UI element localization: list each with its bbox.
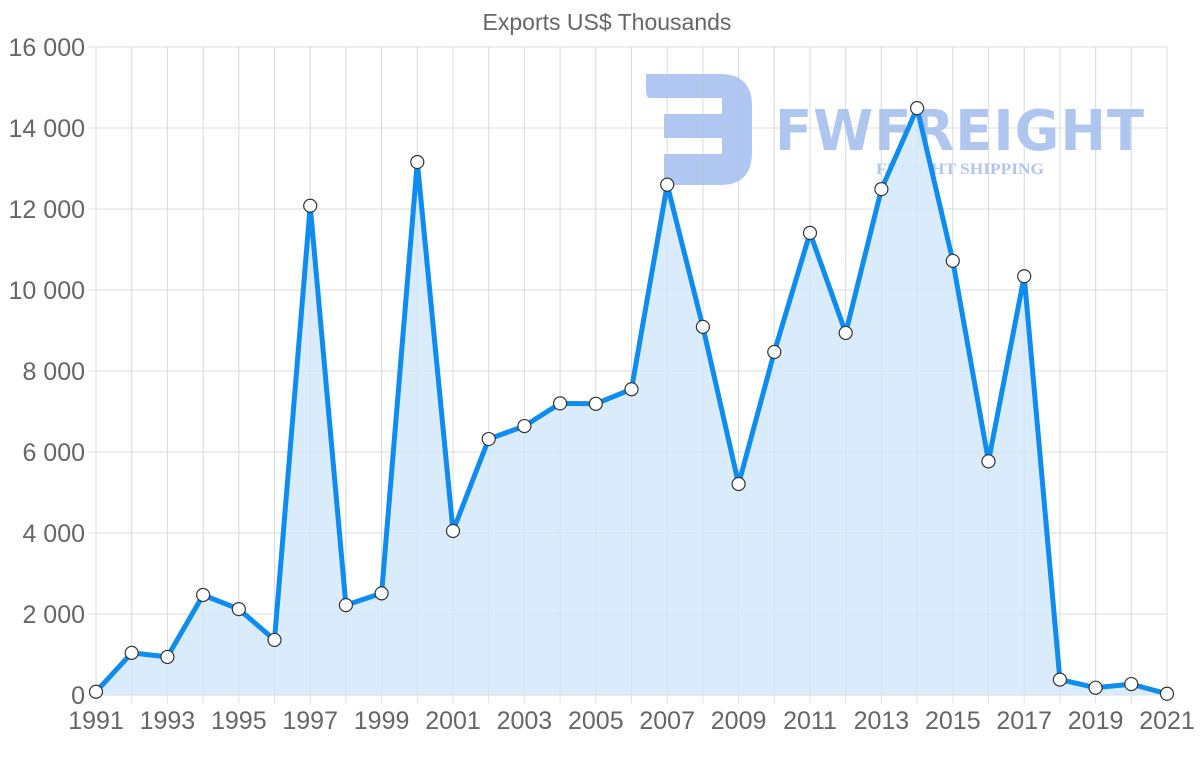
data-point[interactable] xyxy=(231,602,246,617)
data-point[interactable] xyxy=(588,396,603,411)
y-tick-label: 8 000 xyxy=(22,358,85,386)
data-point[interactable] xyxy=(338,597,353,613)
chart-title: Exports US$ Thousands xyxy=(483,9,732,35)
data-point[interactable] xyxy=(374,586,389,601)
data-points xyxy=(88,101,1175,701)
data-point[interactable] xyxy=(838,325,853,341)
data-point[interactable] xyxy=(1159,686,1175,701)
data-point[interactable] xyxy=(731,476,746,492)
data-point[interactable] xyxy=(196,587,211,603)
data-point[interactable] xyxy=(445,523,461,539)
y-tick-label: 12 000 xyxy=(9,196,85,224)
data-point[interactable] xyxy=(695,319,711,334)
data-point[interactable] xyxy=(481,431,496,447)
x-tick-label: 2005 xyxy=(568,707,624,735)
watermark-brand: FWFREIGHT xyxy=(775,99,1145,164)
x-tick-label: 2003 xyxy=(497,707,553,735)
data-point[interactable] xyxy=(624,382,639,397)
x-tick-label: 2019 xyxy=(1068,707,1124,735)
data-point[interactable] xyxy=(767,344,782,360)
data-point[interactable] xyxy=(410,154,425,170)
data-point[interactable] xyxy=(267,632,282,648)
y-tick-label: 0 xyxy=(71,682,85,710)
x-tick-label: 1999 xyxy=(354,707,410,735)
data-point[interactable] xyxy=(909,101,925,116)
data-point[interactable] xyxy=(517,418,532,434)
x-tick-label: 2009 xyxy=(711,707,767,735)
x-tick-label: 2021 xyxy=(1139,707,1195,735)
x-tick-label: 1993 xyxy=(140,707,196,735)
y-tick-label: 6 000 xyxy=(22,439,85,467)
x-tick-label: 2013 xyxy=(854,707,910,735)
y-tick-label: 4 000 xyxy=(22,520,85,548)
x-tick-label: 2007 xyxy=(639,707,695,735)
y-axis: 0 2 000 4 000 6 000 8 000 10 000 12 000 14 000 1… xyxy=(9,34,85,710)
fwfreight-logo-icon xyxy=(646,74,752,185)
area-fill xyxy=(96,108,1167,695)
y-tick-label: 16 000 xyxy=(9,34,85,62)
x-tick-label: 1991 xyxy=(68,707,124,735)
data-point[interactable] xyxy=(160,649,175,665)
data-point[interactable] xyxy=(1088,680,1103,695)
data-point[interactable] xyxy=(660,177,675,192)
data-point[interactable] xyxy=(1052,672,1068,687)
data-point[interactable] xyxy=(303,198,318,213)
data-point[interactable] xyxy=(945,253,960,268)
x-tick-label: 2017 xyxy=(996,707,1052,735)
x-tick-label: 2011 xyxy=(783,707,837,735)
data-point[interactable] xyxy=(1124,676,1139,692)
data-point[interactable] xyxy=(874,182,889,197)
data-point[interactable] xyxy=(802,225,818,240)
y-tick-label: 10 000 xyxy=(9,277,85,305)
data-point[interactable] xyxy=(124,645,139,660)
x-tick-label: 2015 xyxy=(925,707,981,735)
x-tick-label: 1997 xyxy=(282,707,338,735)
x-axis: 1991 1993 1995 1997 1999 2001 2003 2005 2007 2009… xyxy=(68,707,1195,735)
grid-lines-overlay xyxy=(95,46,1168,696)
y-tick-label: 14 000 xyxy=(9,115,85,143)
x-tick-label: 1995 xyxy=(211,707,267,735)
data-point[interactable] xyxy=(552,396,568,411)
data-point[interactable] xyxy=(981,454,996,469)
data-point[interactable] xyxy=(88,684,104,699)
x-tick-label: 2001 xyxy=(425,707,481,735)
data-point[interactable] xyxy=(1017,269,1032,284)
y-tick-label: 2 000 xyxy=(22,601,85,629)
